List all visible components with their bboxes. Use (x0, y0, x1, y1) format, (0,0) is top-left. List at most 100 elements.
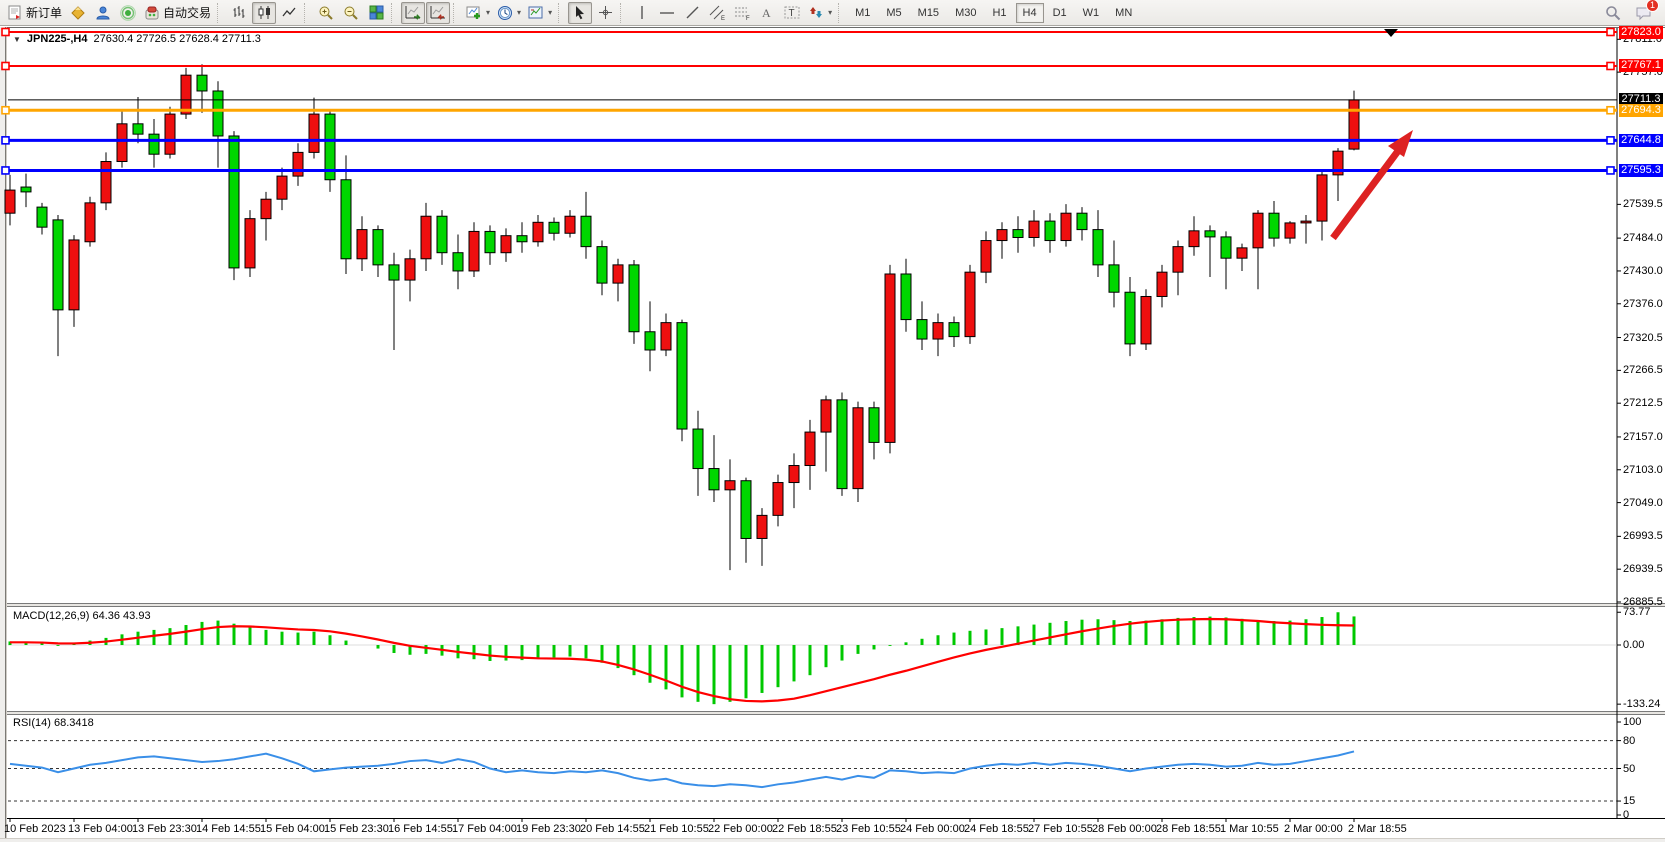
periods-button[interactable]: ▾ (494, 2, 524, 24)
market-button[interactable] (66, 2, 90, 24)
candle-body[interactable] (324, 113, 336, 181)
candle-body[interactable] (500, 235, 512, 254)
candle-body[interactable] (132, 123, 144, 135)
panel-splitter[interactable] (0, 711, 1665, 715)
candle-body[interactable] (836, 399, 848, 490)
candle-body[interactable] (1268, 212, 1280, 239)
fibonacci-button[interactable]: F (730, 2, 754, 24)
timeframe-button-m5[interactable]: M5 (886, 6, 902, 19)
candle-body[interactable] (1092, 229, 1104, 266)
candle-body[interactable] (1028, 220, 1040, 239)
candle-body[interactable] (260, 198, 272, 220)
timeframe-button-m1[interactable]: M1 (855, 6, 871, 19)
vline-button[interactable] (630, 2, 654, 24)
candle-body[interactable] (84, 202, 96, 243)
autotrading-button[interactable]: 自动交易 (141, 2, 214, 24)
candle-body[interactable] (436, 215, 448, 254)
candle-body[interactable] (36, 206, 48, 228)
candle-body[interactable] (1172, 246, 1184, 273)
candle-body[interactable] (116, 123, 128, 163)
candle-body[interactable] (180, 74, 192, 115)
new-order-button[interactable]: 新订单 (4, 2, 65, 24)
candle-body[interactable] (628, 264, 640, 333)
timeframe-button-w1[interactable]: W1 (1082, 6, 1100, 19)
candle-body[interactable] (1220, 236, 1232, 259)
candle-body[interactable] (1076, 212, 1088, 231)
trendline-button[interactable] (680, 2, 704, 24)
candle-body[interactable] (516, 235, 528, 243)
candle-body[interactable] (596, 246, 608, 284)
candle-body[interactable] (1204, 230, 1216, 238)
hline-handle[interactable] (1606, 27, 1615, 37)
candle-body[interactable] (1060, 212, 1072, 242)
candle-body[interactable] (452, 252, 464, 272)
trend-arrow-head[interactable] (1388, 130, 1413, 157)
candle-body[interactable] (196, 74, 208, 92)
candle-body[interactable] (1188, 230, 1200, 248)
hline-button[interactable] (655, 2, 679, 24)
candle-body[interactable] (996, 229, 1008, 242)
timeframe-button-mn[interactable]: MN (1115, 6, 1133, 19)
candle-body[interactable] (932, 322, 944, 340)
community-button[interactable] (91, 2, 115, 24)
candle-body[interactable] (52, 219, 64, 311)
hline-handle[interactable] (1606, 105, 1615, 115)
chat-button[interactable]: 1 (1631, 0, 1659, 24)
zoom-out-button[interactable] (339, 2, 363, 24)
chart-line-button[interactable] (277, 2, 301, 24)
candle-body[interactable] (164, 113, 176, 155)
candle-body[interactable] (644, 331, 656, 351)
candle-body[interactable] (916, 319, 928, 340)
candle-body[interactable] (852, 407, 864, 490)
autoscroll-button[interactable] (401, 1, 426, 24)
hline-handle[interactable] (1, 61, 10, 71)
trend-arrow[interactable] (1330, 148, 1401, 241)
candle-body[interactable] (1252, 212, 1264, 249)
timeframe-button-h1[interactable]: H1 (992, 6, 1007, 19)
triangle-marker[interactable] (1384, 29, 1398, 37)
templates-button[interactable]: ▾ (525, 2, 555, 24)
candle-body[interactable] (772, 482, 784, 516)
candle-body[interactable] (612, 264, 624, 284)
crosshair-button[interactable] (593, 2, 617, 24)
search-button[interactable] (1601, 2, 1625, 24)
candle-body[interactable] (868, 407, 880, 443)
candle-body[interactable] (276, 175, 288, 200)
candle-body[interactable] (356, 229, 368, 260)
candle-body[interactable] (676, 322, 688, 430)
candle-body[interactable] (756, 514, 768, 539)
candle-body[interactable] (820, 399, 832, 433)
arrows-button[interactable]: ▾ (805, 2, 835, 24)
candle-body[interactable] (212, 90, 224, 137)
text-label-button[interactable]: T (780, 2, 804, 24)
indicators-button[interactable]: ▾ (463, 2, 493, 24)
candle-body[interactable] (340, 179, 352, 260)
candle-body[interactable] (1044, 220, 1056, 242)
candle-body[interactable] (308, 113, 320, 153)
hline-handle[interactable] (1606, 166, 1615, 175)
candle-body[interactable] (740, 480, 752, 539)
main-chart-panel[interactable] (0, 27, 1665, 603)
candle-body[interactable] (148, 133, 160, 155)
tile-windows-button[interactable] (364, 2, 388, 24)
candle-body[interactable] (20, 186, 32, 193)
hline-handle[interactable] (1606, 61, 1615, 71)
signals-button[interactable] (116, 2, 140, 24)
macd-panel[interactable] (0, 607, 1665, 711)
candle-body[interactable] (100, 161, 112, 204)
hline-handle[interactable] (1, 27, 10, 37)
candle-body[interactable] (484, 230, 496, 254)
candle-body[interactable] (1316, 174, 1328, 222)
text-button[interactable]: A (755, 2, 779, 24)
timeframe-button-h4[interactable]: H4 (1015, 2, 1044, 23)
candle-body[interactable] (564, 215, 576, 234)
candle-body[interactable] (1332, 150, 1344, 176)
timeframe-button-m30[interactable]: M30 (955, 6, 977, 19)
candle-body[interactable] (884, 273, 896, 443)
chart-candles-button[interactable] (252, 1, 277, 24)
candle-body[interactable] (244, 218, 256, 269)
hline-handle[interactable] (1606, 136, 1615, 145)
hline-handle[interactable] (1, 136, 10, 145)
candle-body[interactable] (1300, 220, 1312, 224)
